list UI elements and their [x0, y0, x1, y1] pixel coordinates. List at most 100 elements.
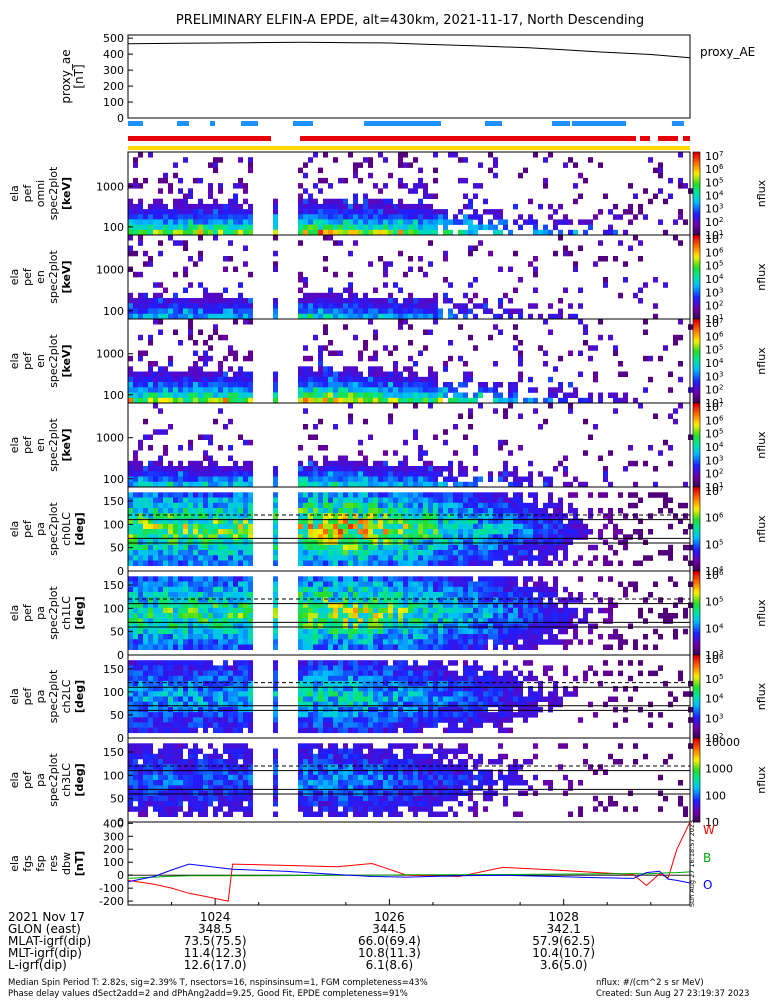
heatmap-cell	[363, 618, 368, 624]
heatmap-cell	[233, 502, 238, 509]
heatmap-cell	[203, 376, 208, 383]
heatmap-cell	[433, 555, 438, 561]
heatmap-cell	[168, 183, 173, 189]
heatmap-cell	[373, 607, 378, 614]
heatmap-cell	[363, 157, 368, 163]
colorbar-segment	[693, 388, 700, 391]
heatmap-cell	[358, 623, 363, 629]
heatmap-cell	[158, 701, 163, 708]
heatmap-cell	[233, 214, 238, 220]
heatmap-cell	[218, 481, 223, 488]
heatmap-cell	[193, 308, 198, 314]
heatmap-cell	[173, 597, 178, 603]
heatmap-cell	[423, 539, 428, 545]
heatmap-cell	[358, 382, 363, 388]
heatmap-cell	[178, 529, 183, 535]
heatmap-cell	[373, 555, 378, 561]
heatmap-cell	[318, 209, 323, 215]
heatmap-cell	[408, 518, 413, 524]
heatmap-cell	[313, 424, 318, 430]
heatmap-cell	[318, 445, 323, 451]
heatmap-cell	[213, 214, 218, 220]
heatmap-cell	[333, 382, 338, 388]
heatmap-cell	[228, 602, 233, 608]
heatmap-cell	[403, 623, 408, 629]
heatmap-cell	[353, 203, 358, 210]
heatmap-cell	[243, 298, 248, 304]
heatmap-cell	[163, 518, 168, 524]
heatmap-cell	[403, 387, 408, 393]
heatmap-cell	[158, 665, 163, 671]
heatmap-cell	[273, 198, 278, 205]
heatmap-cell	[518, 529, 523, 535]
heatmap-cell	[503, 607, 508, 614]
heatmap-cell	[598, 455, 603, 461]
heatmap-cell	[368, 387, 373, 393]
heatmap-cell	[413, 586, 418, 593]
heatmap-cell	[148, 701, 153, 708]
heatmap-cell	[543, 502, 548, 509]
heatmap-cell	[473, 481, 478, 488]
heatmap-cell	[248, 544, 253, 551]
heatmap-cell	[158, 497, 163, 503]
heatmap-cell	[143, 219, 148, 225]
heatmap-cell	[513, 392, 518, 398]
colorbar-segment	[693, 283, 700, 286]
heatmap-cell	[633, 513, 638, 519]
heatmap-cell	[543, 476, 548, 482]
heatmap-cell	[308, 460, 313, 467]
heatmap-cell	[158, 214, 163, 220]
heatmap-cell	[338, 628, 343, 635]
heatmap-cell	[573, 183, 578, 189]
heatmap-cell	[608, 481, 613, 488]
heatmap-cell	[368, 623, 373, 629]
heatmap-cell	[548, 313, 553, 320]
heatmap-cell	[298, 271, 303, 278]
heatmap-cell	[633, 586, 638, 593]
heatmap-cell	[188, 203, 193, 210]
heatmap-cell	[528, 460, 533, 467]
heatmap-cell	[338, 350, 343, 356]
heatmap-cell	[343, 324, 348, 330]
heatmap-cell	[488, 623, 493, 629]
heatmap-cell	[168, 224, 173, 231]
heatmap-cell	[228, 597, 233, 603]
heatmap-cell	[323, 235, 328, 241]
heatmap-cell	[488, 523, 493, 530]
heatmap-cell	[208, 455, 213, 461]
heatmap-cell	[653, 277, 658, 283]
heatmap-cell	[508, 581, 513, 587]
heatmap-cell	[303, 308, 308, 314]
colorbar-segment	[693, 262, 700, 265]
heatmap-cell	[603, 539, 608, 545]
heatmap-cell	[613, 634, 618, 640]
ylabel-line: ch1LC	[60, 596, 73, 630]
heatmap-cell	[323, 544, 328, 551]
heatmap-cell	[453, 550, 458, 556]
heatmap-cell	[303, 298, 308, 304]
heatmap-cell	[273, 544, 278, 551]
colorbar-segment	[693, 166, 700, 169]
heatmap-cell	[183, 613, 188, 619]
heatmap-cell	[513, 250, 518, 257]
heatmap-cell	[203, 618, 208, 624]
heatmap-cell	[208, 576, 213, 582]
heatmap-cell	[348, 592, 353, 598]
colorbar-segment	[693, 537, 700, 540]
heatmap-cell	[173, 576, 178, 582]
heatmap-cell	[328, 224, 333, 231]
heatmap-cell	[613, 550, 618, 556]
heatmap-cell	[178, 634, 183, 640]
heatmap-cell	[613, 628, 618, 635]
heatmap-cell	[143, 177, 148, 184]
heatmap-cell	[523, 592, 528, 598]
heatmap-cell	[403, 607, 408, 614]
heatmap-cell	[208, 534, 213, 540]
heatmap-cell	[333, 214, 338, 220]
heatmap-cell	[333, 271, 338, 278]
heatmap-cell	[318, 550, 323, 556]
heatmap-cell	[333, 298, 338, 304]
heatmap-cell	[403, 209, 408, 215]
heatmap-cell	[538, 634, 543, 640]
heatmap-cell	[248, 319, 253, 325]
